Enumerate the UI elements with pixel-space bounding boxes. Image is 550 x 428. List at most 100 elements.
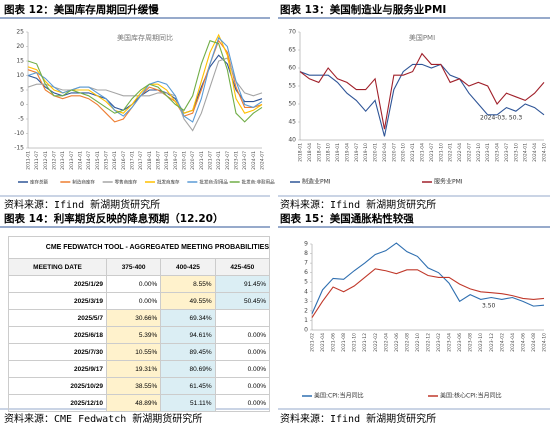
cell: 30.66%: [105, 309, 162, 327]
fedwatch-table: CME FEDWATCH TOOL - AGGREGATED MEETING P…: [8, 236, 271, 412]
x-tick-label: 2023-07: [242, 151, 248, 170]
source: 资料来源：Ifind 新湖期货研究所: [280, 198, 436, 211]
cell: 2025/6/18: [8, 326, 107, 344]
series-line: [27, 39, 263, 123]
y-tick-label: 60: [288, 65, 296, 72]
row: 2025/5/7 30.66% 69.34%: [8, 309, 271, 327]
y-tick-label: 55: [288, 83, 296, 90]
series-line: [299, 52, 545, 130]
cell: 91.45%: [214, 275, 271, 293]
x-tick-label: 2024-02: [499, 333, 505, 352]
cell: 94.61%: [160, 326, 216, 344]
legend-label: 库存总额: [30, 179, 48, 186]
y-tick-label: 45: [288, 119, 296, 126]
x-tick-label: 2021-04: [320, 333, 326, 352]
title-row: CME FEDWATCH TOOL - AGGREGATED MEETING P…: [8, 236, 270, 259]
x-tick-label: 2014-07: [86, 151, 92, 170]
x-tick-label: 2018-01: [298, 143, 304, 162]
series-line: [27, 57, 263, 132]
chart-title: 美国PMI: [409, 33, 435, 42]
x-tick-label: 2011-01: [26, 151, 32, 170]
legend-label: 零售商库存: [115, 179, 138, 186]
caption: 图表 14：利率期货反映的降息预期（12.20）: [4, 212, 223, 225]
row: 2025/3/19 0.00% 49.55% 50.45%: [8, 292, 271, 310]
x-tick-label: 2023-06: [457, 333, 463, 352]
cell: 2025/10/29: [8, 377, 107, 395]
y-tick-label: 40: [288, 137, 296, 144]
source: 资料来源：Ifind 新湖期货研究所: [4, 198, 160, 211]
x-tick-label: 2013-07: [69, 151, 75, 170]
x-tick-label: 2020-07: [190, 151, 196, 170]
x-tick-label: 2018-04: [307, 143, 313, 162]
x-tick-label: 2021-08: [341, 333, 347, 352]
x-tick-label: 2022-01: [216, 151, 222, 170]
legend-label: 制造业PMI: [302, 178, 331, 186]
x-tick-label: 2021-02: [310, 333, 316, 352]
y-tick-label: 2: [304, 307, 308, 314]
x-tick-label: 2024-10: [542, 333, 548, 352]
cell: 38.55%: [105, 377, 162, 395]
legend-label: 美国:CPI:当月同比: [314, 392, 364, 400]
x-tick-label: 2022-06: [394, 333, 400, 352]
x-tick-label: 2023-02: [436, 333, 442, 352]
x-tick-label: 2020-04: [382, 143, 388, 162]
x-tick-label: 2023-04: [495, 143, 501, 162]
x-tick-label: 2020-01: [373, 143, 379, 162]
x-tick-label: 2019-10: [363, 143, 369, 162]
row: 2025/9/17 19.31% 80.69% 0.00%: [8, 360, 271, 378]
x-tick-label: 2022-04: [457, 143, 463, 162]
cell: 0.00%: [214, 394, 271, 412]
x-tick-label: 2020-10: [401, 143, 407, 162]
x-tick-label: 2015-01: [95, 151, 101, 170]
y-tick-label: 3: [304, 298, 308, 305]
cell: 2025/9/17: [8, 360, 107, 378]
x-tick-label: 2018-07: [156, 151, 162, 170]
cell: 10.55%: [105, 343, 162, 361]
x-tick-label: 2021-07: [208, 151, 214, 170]
header-row: MEETING DATE 375-400 400-425 425-450: [8, 258, 271, 276]
x-tick-label: 2011-07: [34, 151, 40, 170]
legend-label: 批发商:耐用品: [199, 179, 228, 186]
y-tick-label: 9: [304, 241, 308, 248]
cell: 2025/12/10: [8, 394, 107, 412]
cell: 0.00%: [214, 360, 271, 378]
x-tick-label: 2023-07: [504, 143, 510, 162]
x-tick-label: 2023-10: [478, 333, 484, 352]
x-tick-label: 2023-12: [489, 333, 495, 352]
x-tick-label: 2022-10: [476, 143, 482, 162]
source: 资料来源：CME Fedwatch 新湖期货研究所: [4, 412, 202, 425]
x-tick-label: 2017-01: [130, 151, 136, 170]
x-tick-label: 2024-04: [510, 333, 516, 352]
cell: 49.55%: [160, 292, 216, 310]
y-tick-label: 8: [304, 250, 308, 257]
x-tick-label: 2014-01: [78, 151, 84, 170]
row: 2025/7/30 10.55% 89.45% 0.00%: [8, 343, 271, 361]
chart-title: 美国库存周期同比: [117, 33, 173, 42]
x-tick-label: 2022-07: [466, 143, 472, 162]
x-tick-label: 2021-07: [429, 143, 435, 162]
legend-label: 制造商库存: [72, 179, 95, 186]
column-header: 425-450: [214, 258, 271, 276]
column-header: 400-425: [160, 258, 216, 276]
x-tick-label: 2023-10: [513, 143, 519, 162]
x-tick-label: 2024-01: [523, 143, 529, 162]
cell: 2025/1/29: [8, 275, 107, 293]
x-tick-label: 2024-08: [531, 333, 537, 352]
y-tick-label: 4: [304, 288, 308, 295]
y-tick-label: 5: [304, 279, 308, 286]
x-tick-label: 2019-04: [344, 143, 350, 162]
x-tick-label: 2019-07: [354, 143, 360, 162]
series-line: [311, 242, 545, 314]
x-tick-label: 2017-07: [138, 151, 144, 170]
legend-label: 美国:核心CPI:当月同比: [440, 392, 502, 400]
cell: 8.55%: [160, 275, 216, 293]
cell: 0.00%: [105, 292, 162, 310]
annotation: 2024-03, 50.3: [480, 115, 522, 122]
column-header: 375-400: [105, 258, 162, 276]
y-tick-label: -10: [14, 130, 24, 137]
y-tick-label: -5: [18, 116, 24, 123]
x-tick-label: 2020-01: [182, 151, 188, 170]
x-tick-label: 2024-06: [520, 333, 526, 352]
